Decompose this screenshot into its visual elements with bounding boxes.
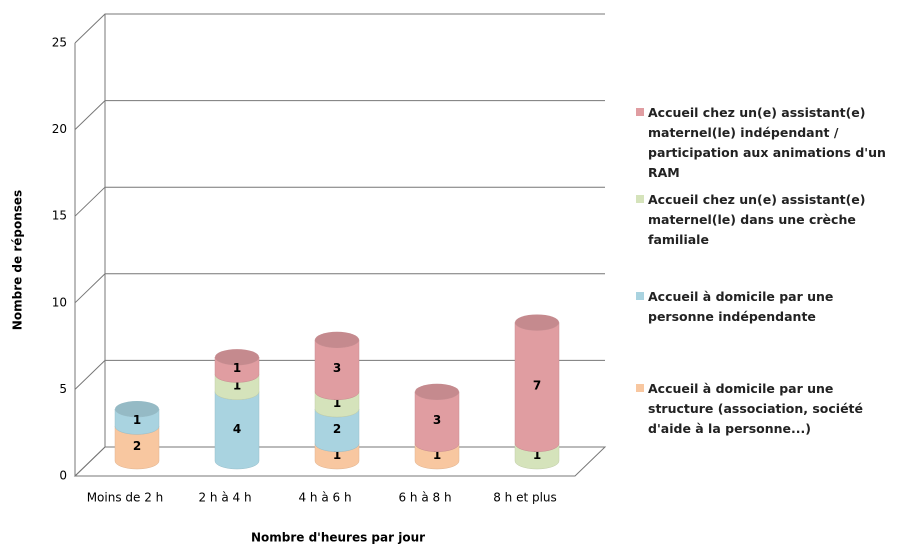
floor bbox=[73, 446, 607, 477]
legend-swatch bbox=[636, 108, 644, 116]
data-label: 1 bbox=[233, 379, 241, 393]
x-tick-label: Moins de 2 h bbox=[87, 491, 164, 505]
legend-label: Accueil à domicile par une structure (as… bbox=[648, 381, 864, 436]
legend-swatch bbox=[636, 384, 644, 392]
y-tick-label: 10 bbox=[52, 295, 67, 309]
y-tick-label: 25 bbox=[52, 36, 67, 50]
grid-line bbox=[74, 13, 605, 44]
legend-swatch bbox=[636, 195, 644, 203]
y-axis-label: Nombre de réponses bbox=[11, 190, 25, 330]
cylinder-cap bbox=[515, 314, 559, 331]
data-label: 1 bbox=[233, 361, 241, 375]
legend-label: Accueil à domicile par une personne indé… bbox=[648, 289, 834, 324]
data-label: 7 bbox=[533, 379, 541, 393]
cylinder-cap bbox=[415, 383, 459, 400]
y-tick-label: 0 bbox=[59, 469, 67, 483]
data-label: 4 bbox=[233, 422, 241, 436]
legend-swatch bbox=[636, 292, 644, 300]
cylinder-cap bbox=[115, 401, 159, 418]
x-tick-label: 4 h à 6 h bbox=[298, 491, 351, 505]
grid-line bbox=[74, 186, 605, 217]
data-label: 1 bbox=[433, 448, 441, 462]
data-label: 3 bbox=[433, 413, 441, 427]
legend-entry: Accueil chez un(e) assistant(e) maternel… bbox=[636, 190, 903, 250]
data-label: 2 bbox=[333, 422, 341, 436]
data-label: 1 bbox=[533, 448, 541, 462]
y-tick-label: 5 bbox=[59, 382, 67, 396]
legend-label: Accueil chez un(e) assistant(e) maternel… bbox=[648, 192, 866, 247]
x-tick-label: 6 h à 8 h bbox=[398, 491, 451, 505]
grid-line bbox=[74, 100, 605, 130]
cylinder-cap bbox=[315, 331, 359, 348]
data-label: 3 bbox=[333, 361, 341, 375]
x-axis-label: Nombre d'heures par jour bbox=[251, 531, 425, 545]
grid-line bbox=[74, 273, 605, 304]
data-label: 1 bbox=[333, 396, 341, 410]
legend-label: Accueil chez un(e) assistant(e) maternel… bbox=[648, 105, 886, 180]
cylinder-segment bbox=[214, 357, 260, 383]
data-label: 2 bbox=[133, 439, 141, 453]
y-tick-label: 15 bbox=[52, 209, 67, 223]
x-tick-label: 8 h et plus bbox=[493, 491, 557, 505]
y-tick-label: 20 bbox=[52, 122, 67, 136]
data-label: 1 bbox=[133, 413, 141, 427]
legend-entry: Accueil chez un(e) assistant(e) maternel… bbox=[636, 103, 903, 183]
cylinder-cap bbox=[215, 349, 259, 366]
data-label: 1 bbox=[333, 448, 341, 462]
legend-entry: Accueil à domicile par une structure (as… bbox=[636, 379, 903, 439]
x-tick-label: 2 h à 4 h bbox=[198, 491, 251, 505]
legend-entry: Accueil à domicile par une personne indé… bbox=[636, 287, 903, 327]
